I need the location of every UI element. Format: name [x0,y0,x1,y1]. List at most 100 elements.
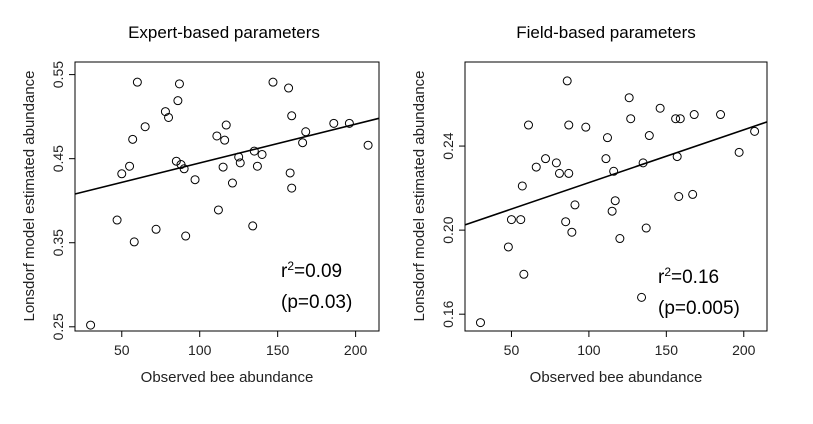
p-value-annotation: (p=0.005) [658,298,740,319]
x-tick-label: 200 [732,342,756,358]
y-tick-label: 0.20 [440,216,456,243]
data-point [564,120,574,130]
data-point [570,200,580,210]
data-point [750,126,760,136]
data-point [140,122,150,132]
regression-line [74,117,380,195]
y-axis: 0.16 0.20 0.24 [440,132,465,328]
data-point [671,114,681,124]
x-tick-label: 150 [266,342,290,358]
data-point [252,161,262,171]
x-axis-label: Observed bee abundance [141,369,314,386]
x-axis: 50 100 150 200 [114,331,368,358]
data-point [234,152,244,162]
data-point [298,138,308,148]
data-point [151,224,161,234]
data-point [551,158,561,168]
data-point [132,77,142,87]
data-point [220,135,230,145]
data-point [517,181,527,191]
data-point [506,215,516,225]
data-point [562,76,572,86]
r2-value: =0.16 [671,267,719,288]
data-point [602,133,612,143]
data-point [344,118,354,128]
panel-field-based: Field-based parameters 50 100 150 200 0.160… [411,23,768,386]
r-squared-annotation: r2=0.16 [658,265,719,288]
x-tick-label: 50 [504,342,520,358]
data-point [519,269,529,279]
y-tick-label: 0.16 [440,300,456,327]
x-tick-label: 50 [114,342,130,358]
r2-prefix: r [658,267,665,288]
data-point [164,112,174,122]
data-point [475,318,485,328]
data-point [117,169,127,179]
data-point [607,206,617,216]
r2-prefix: r [281,261,288,282]
data-point [221,120,231,130]
data-point [329,118,339,128]
y-tick-label: 0.45 [50,145,66,172]
data-point [112,215,122,225]
data-point [190,175,200,185]
data-point [268,77,278,87]
data-point [160,107,170,117]
x-tick-label: 150 [655,342,679,358]
data-point [212,131,222,141]
data-point [734,147,744,157]
r-squared-annotation: r2=0.09 [281,259,342,282]
data-point [637,292,647,302]
data-point [641,223,651,233]
r2-superscript: 2 [287,259,294,273]
data-point [581,122,591,132]
data-point [688,189,698,199]
data-point [655,103,665,113]
data-point [125,161,135,171]
data-point [531,162,541,172]
data-point [567,227,577,237]
data-point [363,140,373,150]
data-point [689,110,699,120]
data-point [638,158,648,168]
y-tick-label: 0.55 [50,61,66,88]
data-point [248,221,258,231]
r2-superscript: 2 [664,265,671,279]
data-point [672,152,682,162]
data-point [675,114,685,124]
data-point [179,164,189,174]
data-point [174,79,184,89]
data-point [716,110,726,120]
data-point [173,96,183,106]
x-tick-label: 200 [344,342,368,358]
data-point [615,234,625,244]
x-axis: 50 100 150 200 [504,331,756,358]
plot-frame [74,61,380,332]
data-point [284,83,294,93]
data-point [213,205,223,215]
data-point [626,114,636,124]
panel-expert-based: Expert-based parameters 50 100 150 200 0.25… [21,23,380,386]
data-point [128,134,138,144]
chart-title: Field-based parameters [516,23,696,42]
chart-title: Expert-based parameters [128,23,320,42]
data-point [610,196,620,206]
data-point [227,178,237,188]
data-point [564,168,574,178]
p-value-annotation: (p=0.03) [281,292,352,313]
data-point [601,154,611,164]
data-point [249,146,259,156]
data-point [181,231,191,241]
data-point [523,120,533,130]
data-points [86,77,373,330]
y-tick-label: 0.25 [50,313,66,340]
x-axis-label: Observed bee abundance [530,369,703,386]
data-point [561,217,571,227]
data-point [171,156,181,166]
data-point [287,183,297,193]
data-point [541,154,551,164]
y-axis-label: Lonsdorf model estimated abundance [411,70,428,321]
data-point [644,131,654,141]
y-axis-label: Lonsdorf model estimated abundance [21,70,38,321]
data-point [86,320,96,330]
